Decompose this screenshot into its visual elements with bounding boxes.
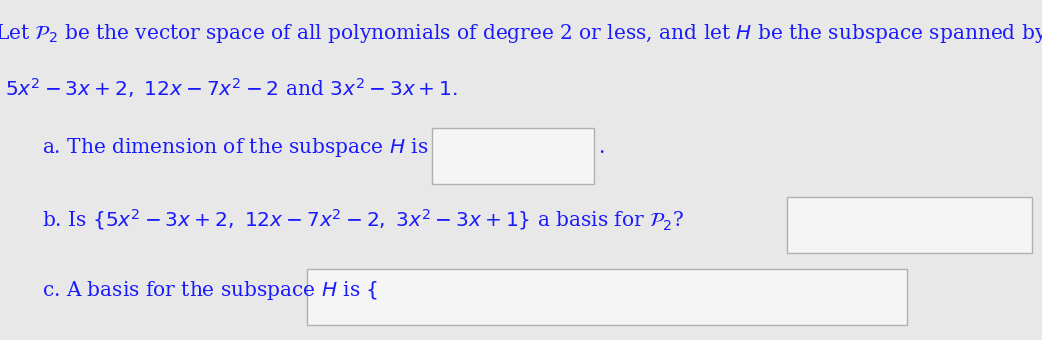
Text: Let $\mathcal{P}_2$ be the vector space of all polynomials of degree 2 or less, : Let $\mathcal{P}_2$ be the vector space … bbox=[0, 22, 1042, 45]
FancyBboxPatch shape bbox=[307, 269, 907, 325]
FancyBboxPatch shape bbox=[432, 128, 594, 184]
Text: b. Is $\{5x^2 - 3x + 2,\ 12x - 7x^2 - 2,\ 3x^2 - 3x + 1\}$ a basis for $\mathcal: b. Is $\{5x^2 - 3x + 2,\ 12x - 7x^2 - 2,… bbox=[42, 207, 684, 232]
Text: .: . bbox=[598, 138, 604, 157]
Text: $5x^2 - 3x + 2,\ 12x - 7x^2 - 2$ and $3x^2 - 3x + 1.$: $5x^2 - 3x + 2,\ 12x - 7x^2 - 2$ and $3x… bbox=[5, 76, 457, 100]
Text: c. A basis for the subspace $H$ is $\{$: c. A basis for the subspace $H$ is $\{$ bbox=[42, 279, 378, 302]
FancyBboxPatch shape bbox=[787, 197, 1032, 253]
Text: a. The dimension of the subspace $H$ is: a. The dimension of the subspace $H$ is bbox=[42, 136, 428, 159]
